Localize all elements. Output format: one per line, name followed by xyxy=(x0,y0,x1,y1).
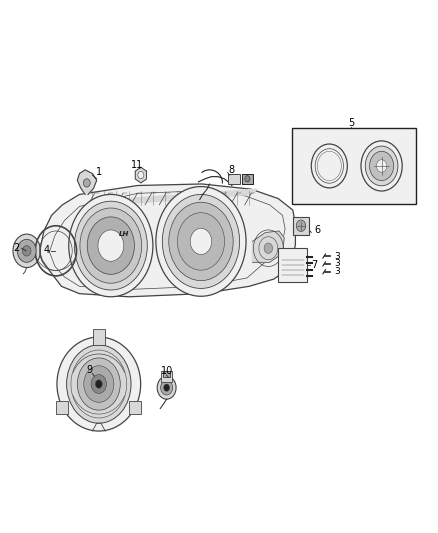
Bar xyxy=(93,329,105,345)
Circle shape xyxy=(157,376,176,399)
Circle shape xyxy=(376,160,387,172)
Circle shape xyxy=(78,358,120,410)
Text: LH: LH xyxy=(119,231,129,237)
Text: 3: 3 xyxy=(334,260,340,269)
Bar xyxy=(129,401,141,414)
Polygon shape xyxy=(88,189,257,206)
Circle shape xyxy=(98,230,124,261)
Circle shape xyxy=(190,228,212,254)
Circle shape xyxy=(87,217,134,274)
Text: 3: 3 xyxy=(334,252,340,261)
Circle shape xyxy=(361,141,402,191)
Text: 9: 9 xyxy=(86,365,92,375)
Circle shape xyxy=(365,146,398,186)
Polygon shape xyxy=(135,167,146,183)
Text: 10: 10 xyxy=(160,366,173,376)
Bar xyxy=(162,371,172,383)
Text: 2: 2 xyxy=(13,243,20,253)
Circle shape xyxy=(69,195,153,297)
Circle shape xyxy=(95,380,102,388)
Circle shape xyxy=(169,202,233,280)
Circle shape xyxy=(245,175,250,182)
Circle shape xyxy=(74,201,147,290)
Circle shape xyxy=(17,239,36,262)
Bar xyxy=(293,217,309,235)
Bar xyxy=(163,371,170,377)
Polygon shape xyxy=(252,231,284,262)
Text: 7: 7 xyxy=(311,260,318,270)
Circle shape xyxy=(84,366,114,402)
Bar xyxy=(242,174,253,184)
Circle shape xyxy=(296,220,306,231)
Circle shape xyxy=(156,187,246,296)
Bar xyxy=(229,174,240,184)
Circle shape xyxy=(264,243,272,254)
Text: 11: 11 xyxy=(131,160,144,169)
Polygon shape xyxy=(78,170,97,195)
Text: 1: 1 xyxy=(96,167,102,177)
Text: 8: 8 xyxy=(228,165,234,175)
Circle shape xyxy=(80,208,142,283)
Ellipse shape xyxy=(57,337,141,431)
Circle shape xyxy=(164,384,170,391)
Text: 5: 5 xyxy=(348,118,354,128)
Circle shape xyxy=(162,195,240,288)
Text: 4: 4 xyxy=(43,245,49,255)
Circle shape xyxy=(83,179,90,187)
Circle shape xyxy=(22,246,31,256)
Circle shape xyxy=(370,151,394,181)
Circle shape xyxy=(91,375,106,393)
Bar xyxy=(278,248,307,282)
Polygon shape xyxy=(39,184,295,297)
Circle shape xyxy=(259,237,278,260)
Circle shape xyxy=(161,381,173,395)
Circle shape xyxy=(177,213,225,270)
Circle shape xyxy=(138,172,144,179)
Text: 6: 6 xyxy=(314,225,321,235)
Circle shape xyxy=(13,234,40,268)
Text: 3: 3 xyxy=(334,267,340,276)
Bar xyxy=(292,128,417,204)
Circle shape xyxy=(67,345,131,423)
Bar xyxy=(57,401,68,414)
